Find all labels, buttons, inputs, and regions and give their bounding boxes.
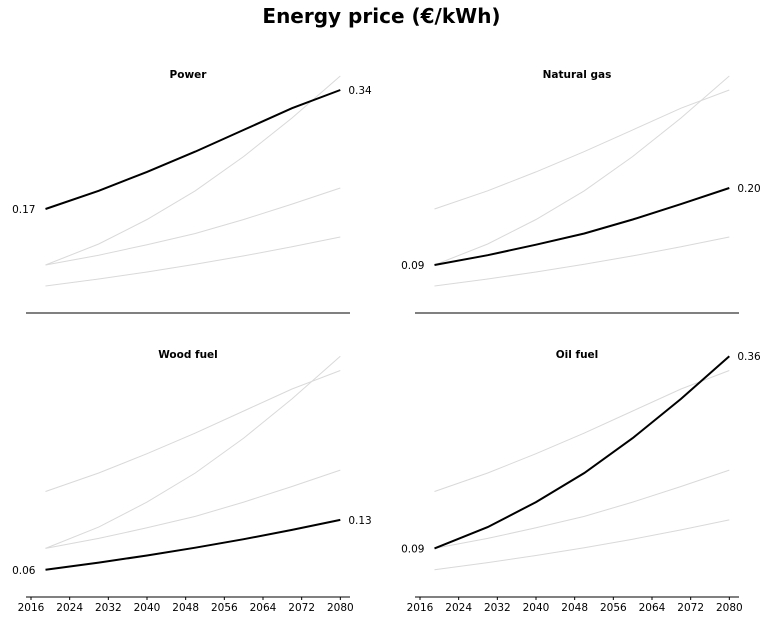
panel-power: Power 0.17 0.34 [12, 69, 372, 314]
context-line-oil-fuel [45, 75, 341, 266]
panel-title: Oil fuel [556, 349, 599, 361]
x-tick-label: 2040 [134, 602, 161, 614]
end-value-label: 0.20 [737, 183, 760, 195]
x-tick-label: 2080 [716, 602, 743, 614]
x-tick-label: 2048 [561, 602, 588, 614]
series-line-natural-gas [434, 187, 730, 266]
context-line-power [434, 370, 730, 492]
series-line-oil-fuel [434, 355, 730, 550]
x-tick-label: 2064 [250, 602, 277, 614]
series-line-wood-fuel [45, 518, 341, 571]
x-tick-label: 2072 [288, 602, 315, 614]
start-value-label: 0.06 [12, 565, 36, 577]
x-tick-label: 2032 [484, 602, 511, 614]
x-tick-label: 2056 [600, 602, 627, 614]
x-tick-label: 2048 [172, 602, 199, 614]
x-tick-label: 2040 [523, 602, 550, 614]
end-value-label: 0.13 [348, 515, 371, 527]
x-tick-label: 2016 [407, 602, 434, 614]
panel-title: Natural gas [543, 69, 612, 81]
x-tick-label: 2056 [211, 602, 238, 614]
start-value-label: 0.09 [401, 543, 424, 555]
context-line-natural-gas [434, 469, 730, 549]
start-value-label: 0.09 [401, 260, 424, 272]
series-line-power [45, 89, 341, 210]
panel-wood-fuel: Wood fuel 0.06 0.13 2016 2024 2032 2040 2048 205… [12, 349, 372, 614]
end-value-label: 0.34 [348, 85, 372, 97]
x-tick-label: 2032 [95, 602, 122, 614]
panel-title: Power [170, 69, 208, 81]
context-line-natural-gas [45, 469, 341, 549]
chart-title: Energy price (€/kWh) [262, 4, 501, 28]
context-line-wood-fuel [45, 236, 341, 287]
context-line-wood-fuel [434, 236, 730, 287]
context-line-oil-fuel [45, 355, 341, 549]
end-value-label: 0.36 [737, 351, 761, 363]
x-tick-label: 2024 [56, 602, 83, 614]
context-line-wood-fuel [434, 519, 730, 571]
context-line-oil-fuel [434, 75, 730, 266]
panel-oil-fuel: Oil fuel 0.09 0.36 2016 2024 2032 2040 2048 2056… [401, 349, 761, 614]
x-tick-label: 2080 [327, 602, 354, 614]
context-line-natural-gas [45, 187, 341, 266]
x-tick-label: 2072 [677, 602, 704, 614]
context-line-power [45, 370, 341, 492]
x-tick-label: 2016 [18, 602, 45, 614]
x-tick-label: 2024 [445, 602, 472, 614]
context-line-power [434, 89, 730, 210]
panel-natural-gas: Natural gas 0.09 0.20 [401, 69, 761, 314]
panel-title: Wood fuel [158, 349, 218, 361]
start-value-label: 0.17 [12, 204, 35, 216]
x-tick-label: 2064 [639, 602, 666, 614]
